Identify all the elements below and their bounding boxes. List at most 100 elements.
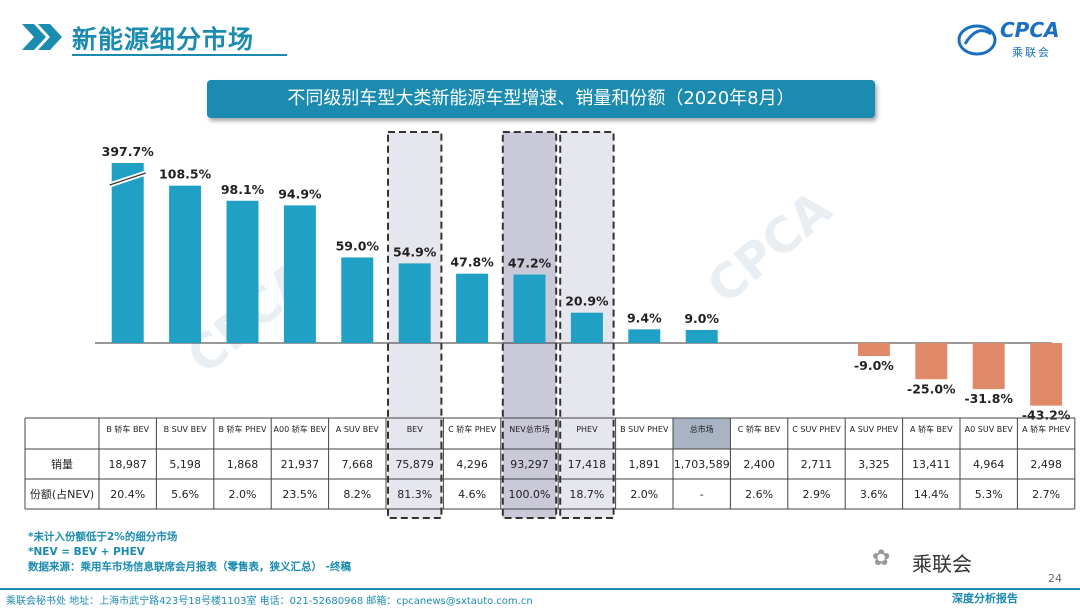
bar bbox=[341, 257, 374, 343]
table-share-cell: 14.4% bbox=[914, 488, 949, 501]
data-table: B 轿车 BEV 18,987 20.4% B SUV BEV 5,198 5.6% B 轿… bbox=[24, 417, 1076, 510]
table-sales-cell: 3,325 bbox=[858, 458, 890, 471]
bar bbox=[972, 343, 1005, 390]
value-label: -43.2% bbox=[1022, 408, 1071, 423]
value-label: 9.4% bbox=[627, 310, 662, 325]
table-share-cell: 2.0% bbox=[630, 488, 658, 501]
table-share-cell: 18.7% bbox=[569, 488, 604, 501]
table-sales-cell: 18,987 bbox=[108, 458, 147, 471]
table-header-cell: PHEV bbox=[576, 425, 598, 434]
highlight-dashed-frame bbox=[559, 131, 615, 519]
table-header-cell: C SUV PHEV bbox=[792, 425, 841, 434]
bar bbox=[226, 200, 259, 343]
table-share-cell: 2.0% bbox=[229, 488, 257, 501]
axis-break-mark bbox=[109, 172, 146, 186]
wechat-icon: ✿ bbox=[872, 546, 891, 571]
table-share-cell: 4.6% bbox=[458, 488, 486, 501]
table-sales-cell: 1,703,589 bbox=[674, 458, 730, 471]
table-share-cell: - bbox=[700, 488, 704, 501]
bar bbox=[857, 343, 890, 357]
table-sales-cell: 5,198 bbox=[169, 458, 201, 471]
table-header-cell: C 轿车 BEV bbox=[738, 424, 781, 434]
chevron-right-icon bbox=[22, 24, 62, 50]
table-header-cell: NEV总市场 bbox=[509, 424, 550, 434]
table-header-cell: 总市场 bbox=[690, 424, 714, 434]
highlight-dashed-frame bbox=[501, 131, 558, 519]
table-sales-cell: 2,498 bbox=[1030, 458, 1062, 471]
table-sales-cell: 4,964 bbox=[973, 458, 1005, 471]
table-row-label: 份额(占NEV) bbox=[30, 487, 94, 501]
header: 新能源细分市场 CPCA 乘联会 bbox=[0, 0, 1080, 70]
bar bbox=[456, 273, 489, 343]
table-sales-cell: 4,296 bbox=[456, 458, 488, 471]
chart-title-banner: 不同级别车型大类新能源车型增速、销量和份额（2020年8月） bbox=[207, 80, 875, 118]
bar bbox=[685, 329, 718, 343]
bar bbox=[513, 274, 546, 343]
bar bbox=[111, 163, 144, 343]
value-label: 98.1% bbox=[221, 182, 265, 197]
table-header-cell: A 轿车 PHEV bbox=[1022, 424, 1070, 434]
section-underline bbox=[72, 54, 287, 56]
footer-divider bbox=[0, 588, 1080, 590]
bar bbox=[570, 312, 603, 343]
footer-contact: 乘联会秘书处 地址：上海市武宁路423号18号楼1103室 电话：021-526… bbox=[6, 596, 533, 607]
table-share-cell: 3.6% bbox=[860, 488, 888, 501]
table-header-cell: B SUV PHEV bbox=[620, 425, 669, 434]
value-label: 9.0% bbox=[684, 311, 719, 326]
table-header-cell: A0 SUV BEV bbox=[965, 425, 1014, 434]
bars bbox=[108, 163, 1063, 406]
table-header-cell: B 轿车 BEV bbox=[106, 424, 149, 434]
bar bbox=[628, 329, 661, 343]
table-share-cell: 8.2% bbox=[343, 488, 371, 501]
logo-subtitle: 乘联会 bbox=[1012, 46, 1051, 59]
value-label: 20.9% bbox=[565, 294, 609, 309]
dashed-frames bbox=[387, 131, 615, 519]
table-share-cell: 20.4% bbox=[110, 488, 145, 501]
total-market-header-bg bbox=[673, 418, 731, 449]
table-share-cell: 2.9% bbox=[803, 488, 831, 501]
table-header-cell: B 轿车 PHEV bbox=[219, 424, 267, 434]
table-header-cell: BEV bbox=[407, 425, 424, 434]
section-title: 新能源细分市场 bbox=[72, 25, 255, 54]
footnote-2: *NEV = BEV + PHEV bbox=[28, 546, 145, 558]
table-sales-cell: 2,711 bbox=[801, 458, 833, 471]
bar bbox=[283, 205, 316, 343]
bar bbox=[169, 185, 202, 343]
footer-tagline: 深度分析报告 bbox=[952, 592, 1018, 605]
table-header-cell: A SUV BEV bbox=[336, 425, 380, 434]
footnotes: *未计入份额低于2%的细分市场 *NEV = BEV + PHEV 数据来源：乘… bbox=[28, 530, 351, 575]
bar bbox=[398, 263, 431, 343]
table-header-cell: B SUV BEV bbox=[164, 425, 208, 434]
table-share-cell: 2.7% bbox=[1032, 488, 1060, 501]
highlight-dashed-frame bbox=[387, 131, 443, 519]
table-share-cell: 5.6% bbox=[171, 488, 199, 501]
table-share-cell: 81.3% bbox=[397, 488, 432, 501]
table-sales-cell: 93,297 bbox=[510, 458, 549, 471]
table-share-cell: 23.5% bbox=[282, 488, 317, 501]
bar bbox=[915, 343, 948, 380]
value-label: 59.0% bbox=[336, 238, 380, 253]
bar-chart: CPCACPCA 397.7%108.5%98.1%94.9%59.0%54.9… bbox=[24, 131, 1076, 519]
value-labels: 397.7% 108.5% 98.1% 94.9% 59.0% 54.9% 47.8% 47.… bbox=[102, 144, 1071, 423]
table-share-cell: 5.3% bbox=[975, 488, 1003, 501]
value-label: 54.9% bbox=[393, 244, 437, 259]
value-label: -31.8% bbox=[964, 391, 1013, 406]
table-sales-cell: 13,411 bbox=[912, 458, 951, 471]
value-label: -25.0% bbox=[907, 381, 956, 396]
table-sales-cell: 2,400 bbox=[743, 458, 775, 471]
footer: 乘联会秘书处 地址：上海市武宁路423号18号楼1103室 电话：021-526… bbox=[0, 588, 1080, 608]
value-label: 47.2% bbox=[508, 256, 552, 271]
table-sales-cell: 7,668 bbox=[342, 458, 374, 471]
table-header-cell: A00 轿车 BEV bbox=[274, 424, 327, 434]
value-label: 397.7% bbox=[102, 144, 155, 159]
table-header-cell: A 轿车 BEV bbox=[910, 424, 953, 434]
table-share-cell: 2.6% bbox=[745, 488, 773, 501]
table-sales-cell: 21,937 bbox=[281, 458, 320, 471]
value-label: 94.9% bbox=[278, 186, 322, 201]
value-label: 108.5% bbox=[159, 167, 212, 182]
cpca-logo-icon bbox=[957, 24, 997, 56]
table-row-label: 销量 bbox=[51, 457, 73, 471]
value-label: 47.8% bbox=[450, 255, 494, 270]
table-header-cell: A SUV PHEV bbox=[850, 425, 899, 434]
footnote-source: 数据来源：乘用车市场信息联席会月报表（零售表，狭义汇总） -终稿 bbox=[28, 561, 352, 573]
